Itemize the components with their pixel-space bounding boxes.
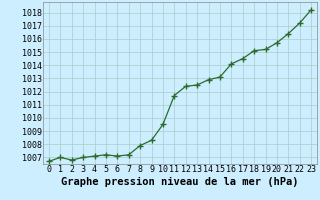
X-axis label: Graphe pression niveau de la mer (hPa): Graphe pression niveau de la mer (hPa) xyxy=(61,177,299,187)
